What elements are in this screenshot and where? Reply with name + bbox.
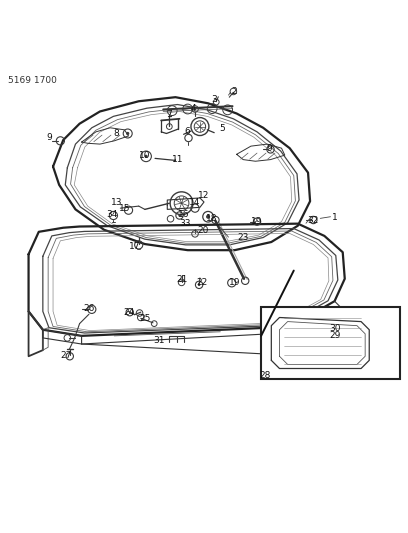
Text: 34: 34 [106,210,118,219]
Text: 30: 30 [329,325,340,334]
Text: 27: 27 [60,351,72,360]
Ellipse shape [198,284,200,286]
Text: 3: 3 [211,95,217,104]
Text: 26: 26 [83,304,95,313]
Text: 1: 1 [332,213,337,222]
Text: 16: 16 [178,210,189,219]
Text: 28: 28 [259,372,271,381]
Text: 11: 11 [172,155,183,164]
Text: 6: 6 [185,127,191,136]
Text: 31: 31 [153,336,165,345]
Text: 19: 19 [229,278,240,287]
Text: 17: 17 [129,243,140,252]
Text: 12: 12 [197,191,209,200]
Text: 13: 13 [111,198,122,206]
Text: 20: 20 [197,226,209,235]
Text: 22: 22 [196,278,208,287]
Text: 32: 32 [308,216,319,225]
Ellipse shape [206,215,210,219]
Text: 5: 5 [220,124,225,133]
Text: 2: 2 [232,86,237,95]
Text: 10: 10 [139,151,151,159]
Ellipse shape [144,155,148,158]
Text: 8: 8 [113,130,119,139]
Text: 19: 19 [251,217,263,226]
Ellipse shape [178,214,181,217]
Text: 21: 21 [176,275,187,284]
Ellipse shape [126,132,129,135]
Text: 24: 24 [123,308,134,317]
Text: 4: 4 [191,104,197,113]
Text: 9: 9 [46,133,52,142]
Bar [261,308,400,379]
Text: 5169 1700: 5169 1700 [8,76,57,85]
Text: 25: 25 [139,314,151,323]
Text: 33: 33 [179,219,191,228]
Text: 18: 18 [206,214,218,223]
Text: 23: 23 [237,233,248,243]
Text: 7: 7 [166,110,172,119]
Text: 29: 29 [329,330,340,340]
Text: 9: 9 [266,144,272,154]
Text: 15: 15 [119,204,130,213]
Text: 14: 14 [189,198,201,207]
